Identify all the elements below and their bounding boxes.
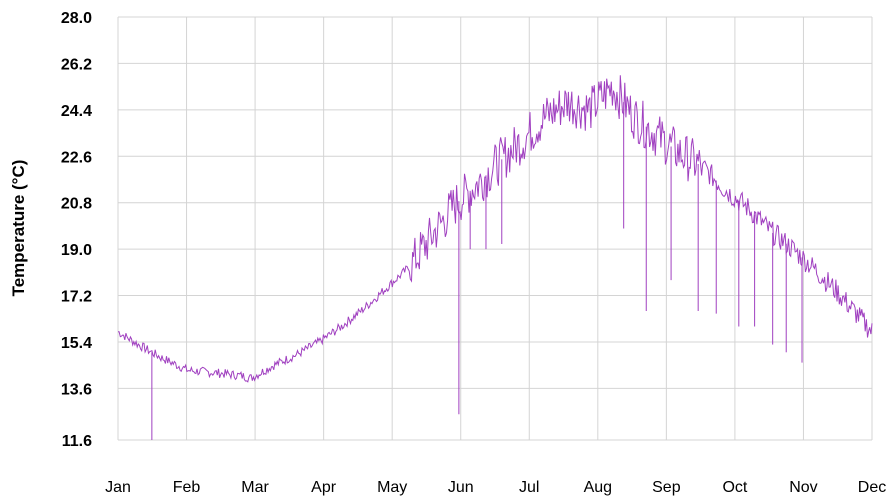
y-tick-label: 15.4 (61, 335, 92, 352)
x-tick-label: Nov (789, 479, 817, 496)
y-tick-label: 24.4 (61, 103, 92, 120)
x-tick-label: May (377, 479, 407, 496)
x-tick-label: Jul (519, 479, 539, 496)
y-tick-label: 20.8 (61, 196, 92, 213)
series-group (118, 75, 873, 440)
temperature-series-line (118, 75, 873, 383)
x-tick-label: Feb (173, 479, 201, 496)
x-axis-ticks: Jan Feb Mar Apr May Jun Jul Aug Sep Oct Nov Dec (105, 479, 886, 496)
y-axis-ticks: 28.0 26.2 24.4 22.6 20.8 19.0 17.2 15.4 13.6 11.6 (61, 10, 92, 450)
x-tick-label: Aug (584, 479, 612, 496)
x-tick-label: Mar (241, 479, 269, 496)
x-tick-label: Sep (652, 479, 681, 496)
y-tick-label: 22.6 (61, 149, 92, 166)
y-tick-label: 11.6 (62, 433, 92, 450)
y-tick-label: 13.6 (61, 381, 92, 398)
x-tick-label: Dec (858, 479, 886, 496)
x-tick-label: Jun (448, 479, 474, 496)
x-tick-label: Jan (105, 479, 131, 496)
x-tick-label: Apr (311, 479, 337, 496)
x-tick-label: Oct (722, 479, 747, 496)
y-tick-label: 28.0 (61, 10, 92, 27)
grid-lines (117, 16, 873, 441)
y-tick-label: 26.2 (61, 56, 92, 73)
y-tick-label: 19.0 (61, 242, 92, 259)
y-axis-label: Temperature (°C) (9, 160, 28, 297)
y-tick-label: 17.2 (61, 289, 92, 306)
